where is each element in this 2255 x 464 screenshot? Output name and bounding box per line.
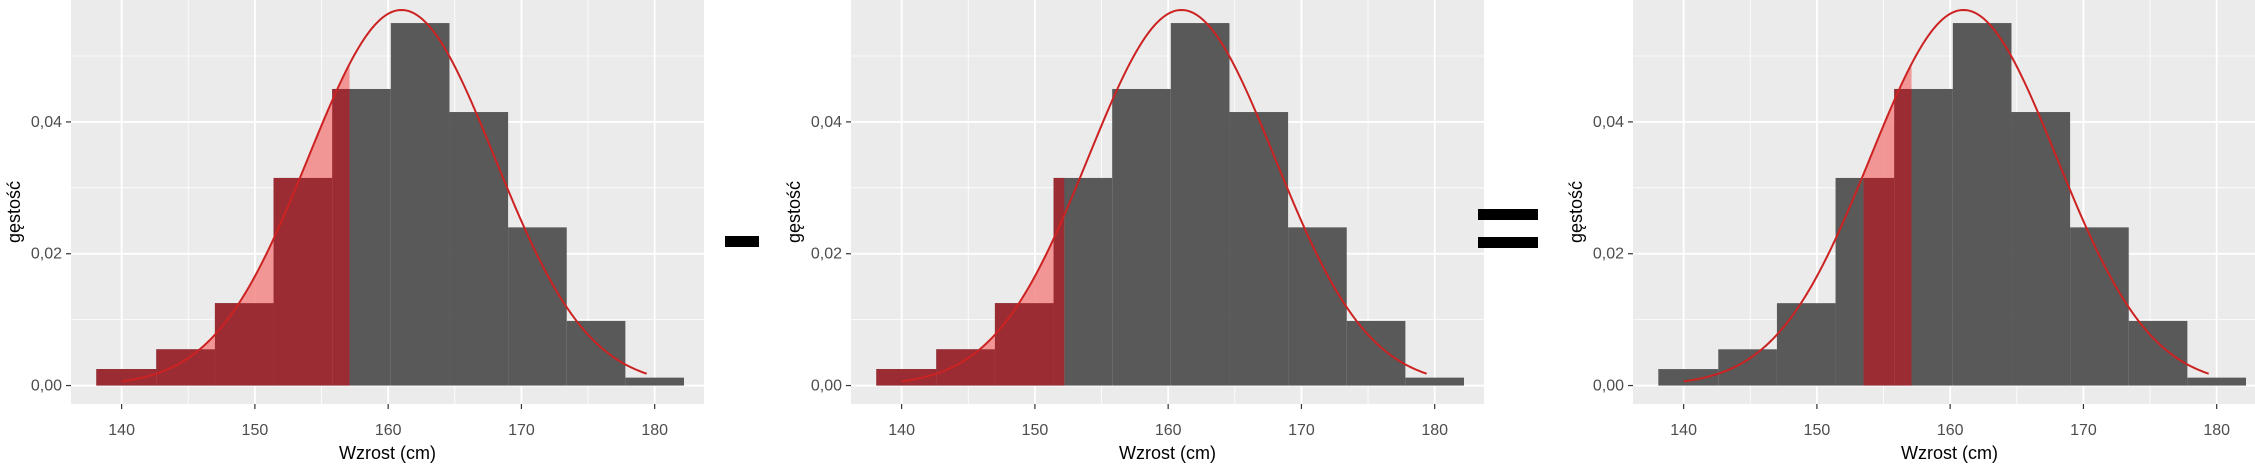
histogram-bar [390, 23, 450, 386]
normal-curve [1683, 8, 2210, 383]
histogram-bar [2011, 112, 2071, 386]
x-tick-label: 170 [1288, 422, 1315, 439]
histogram-bar [1776, 303, 1836, 386]
x-tick-label: 180 [1421, 422, 1448, 439]
histogram-bar [625, 377, 685, 386]
plot-area [876, 8, 1465, 386]
y-tick-label: 0,00 [811, 378, 842, 395]
x-axis-title: Wzrost (cm) [1119, 443, 1216, 463]
x-tick-label: 160 [1937, 422, 1964, 439]
histogram-bar [2128, 320, 2188, 386]
histogram-bar [1952, 23, 2012, 386]
shaded-area-bar [1894, 88, 1912, 386]
normal-curve [121, 8, 648, 383]
histogram-panel-2: 140 150 160 170 180 0,00 0,02 0,04 Wzrost (cm) gę… [784, 0, 1484, 463]
x-tick-label: 160 [1155, 422, 1182, 439]
y-axis-title: gęstość [784, 181, 804, 243]
x-tick-label: 170 [508, 422, 535, 439]
y-tick-label: 0,02 [1593, 246, 1624, 263]
minus-sign [725, 236, 759, 247]
y-tick-label: 0,02 [31, 246, 62, 263]
shaded-area-bar [156, 349, 215, 386]
y-tick-label: 0,00 [1593, 378, 1624, 395]
x-tick-label: 180 [641, 422, 668, 439]
normal-curve [901, 8, 1428, 383]
x-tick-label: 150 [242, 422, 269, 439]
shaded-area-bar [1863, 177, 1895, 386]
histogram-bar [1405, 377, 1465, 386]
shaded-area-bar [994, 303, 1054, 386]
shaded-area-bar [1053, 177, 1065, 386]
histogram-bar [1718, 349, 1777, 386]
histogram-bar [1346, 320, 1406, 386]
y-tick-label: 0,04 [811, 114, 842, 131]
shaded-area-bar [214, 303, 274, 386]
shaded-area-bar [876, 369, 937, 386]
y-axis-title: gęstość [4, 181, 24, 243]
histogram-panel-1: 140 150 160 170 180 0,00 0,02 0,04 Wzrost (cm) gę… [4, 0, 704, 463]
shaded-area-bar [273, 177, 333, 386]
histogram-bar [2070, 227, 2129, 386]
x-tick-label: 140 [888, 422, 915, 439]
plot-area [1658, 8, 2247, 386]
x-tick-label: 170 [2070, 422, 2097, 439]
x-tick-label: 150 [1804, 422, 1831, 439]
histogram-bar [1170, 23, 1230, 386]
x-tick-label: 150 [1022, 422, 1049, 439]
plot-area [96, 8, 685, 386]
x-axis-title: Wzrost (cm) [1901, 443, 1998, 463]
histogram-bar [1658, 369, 1719, 386]
shaded-area-bar [332, 88, 350, 386]
x-axis-title: Wzrost (cm) [339, 443, 436, 463]
y-tick-label: 0,04 [1593, 114, 1624, 131]
histogram-bar [1288, 227, 1347, 386]
equals-sign-top-bar [1478, 209, 1538, 220]
x-tick-label: 140 [108, 422, 135, 439]
shaded-area-bar [96, 369, 157, 386]
histogram-bar [1112, 88, 1171, 386]
histogram-bar [1229, 112, 1289, 386]
histogram-bar [2187, 377, 2247, 386]
x-tick-label: 180 [2203, 422, 2230, 439]
y-tick-label: 0,02 [811, 246, 842, 263]
histogram-bar [566, 320, 626, 386]
histogram-panel-3: 140 150 160 170 180 0,00 0,02 0,04 Wzrost (cm) gę… [1566, 0, 2255, 463]
y-axis-title: gęstość [1566, 181, 1586, 243]
x-tick-label: 160 [375, 422, 402, 439]
histogram-bar [508, 227, 567, 386]
histogram-bar [449, 112, 509, 386]
x-tick-label: 140 [1670, 422, 1697, 439]
y-tick-label: 0,04 [31, 114, 62, 131]
shaded-area-bar [936, 349, 995, 386]
y-tick-label: 0,00 [31, 378, 62, 395]
equals-sign-bottom-bar [1478, 237, 1538, 248]
